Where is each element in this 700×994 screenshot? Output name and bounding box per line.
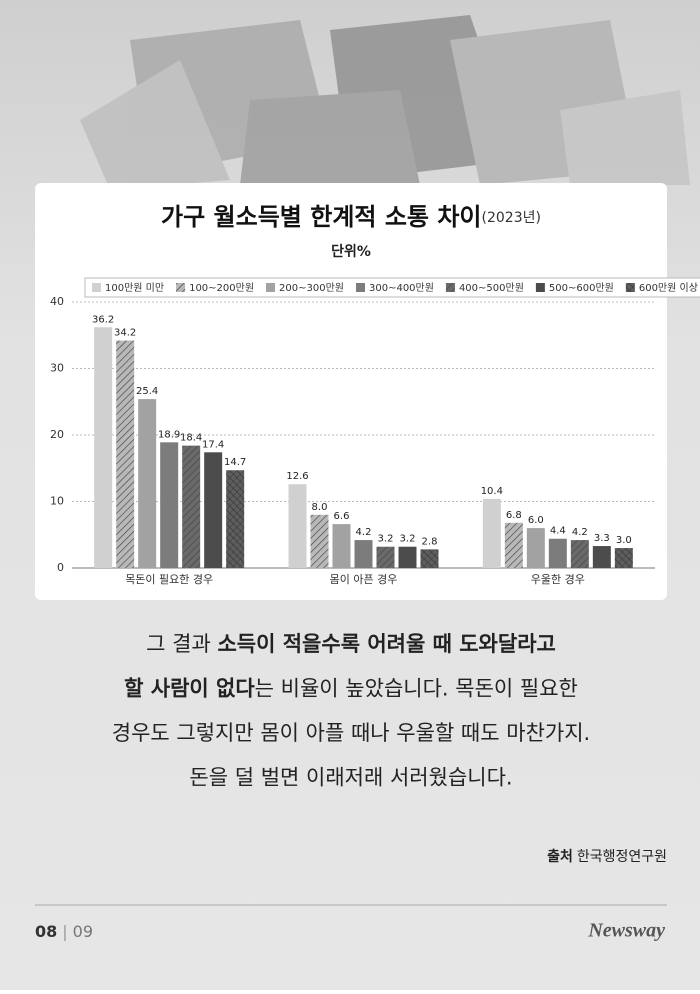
bar <box>288 484 307 568</box>
legend-label: 300~400만원 <box>369 282 434 294</box>
value-label: 3.0 <box>616 535 632 546</box>
bar <box>398 546 417 568</box>
legend-swatch <box>92 283 101 292</box>
page-separator: | <box>62 922 67 941</box>
bar <box>116 340 135 568</box>
body-span: 경우도 그렇지만 몸이 아플 때나 우울할 때도 마찬가지. <box>112 721 590 745</box>
title-main: 가구 월소득별 한계적 소통 차이 <box>161 203 481 231</box>
body-span: 그 결과 <box>146 632 217 656</box>
bar <box>332 524 351 568</box>
bar <box>504 522 523 568</box>
bar <box>94 327 113 568</box>
value-label: 4.2 <box>356 527 372 538</box>
plot: 0 10 20 30 40 100만원 미만 100~200만원 200~300만원 300~4… <box>50 277 700 586</box>
body-bold: 소득이 적을수록 어려울 때 도와달라고 <box>217 632 555 656</box>
legend-swatch <box>176 283 186 292</box>
bar <box>614 548 633 568</box>
legend-box <box>84 277 700 298</box>
bar <box>226 470 245 568</box>
title-note: (2023년) <box>482 210 541 226</box>
legend-swatch <box>355 283 365 292</box>
value-label: 10.4 <box>481 486 503 497</box>
legend-label: 600만원 이상 <box>639 282 698 294</box>
brand-logo: Newsway <box>587 920 665 942</box>
legend-swatch <box>445 283 455 292</box>
value-label: 14.7 <box>224 457 246 468</box>
bar <box>420 549 439 568</box>
bar <box>138 399 157 568</box>
legend-label: 500~600만원 <box>549 282 614 294</box>
value-label: 4.4 <box>550 526 566 537</box>
bar <box>354 540 373 568</box>
page-current: 08 <box>35 922 57 941</box>
bar <box>204 452 223 568</box>
legend-swatch <box>535 283 545 292</box>
value-label: 36.2 <box>92 314 114 325</box>
y-tick-label: 40 <box>50 295 64 308</box>
legend-label: 200~300만원 <box>279 282 344 294</box>
body-line: 돈을 덜 벌면 이래저래 서러웠습니다. <box>189 766 512 790</box>
body-span: 는 비율이 높았습니다. 목돈이 필요한 <box>255 677 578 701</box>
legend: 100만원 미만 100~200만원 200~300만원 300~400만원 400~5… <box>84 277 700 298</box>
x-tick-label: 몸이 아픈 경우 <box>330 573 398 586</box>
body-line: 그 결과 소득이 적을수록 어려울 때 도와달라고 <box>146 632 556 656</box>
value-label: 6.0 <box>528 515 544 526</box>
value-label: 8.0 <box>312 502 328 513</box>
legend-label: 100만원 미만 <box>105 282 164 294</box>
legend-swatch <box>266 283 276 292</box>
bar <box>592 546 611 568</box>
body-line: 할 사람이 없다는 비율이 높았습니다. 목돈이 필요한 <box>124 677 578 701</box>
body-bold: 할 사람이 없다 <box>124 677 255 701</box>
x-tick-label: 목돈이 필요한 경우 <box>125 573 213 586</box>
bar <box>570 540 589 568</box>
legend-swatch <box>625 283 635 292</box>
bar <box>526 528 545 568</box>
y-tick-label: 0 <box>57 561 64 574</box>
bar <box>376 546 395 568</box>
value-label: 18.9 <box>158 429 180 440</box>
value-label: 34.2 <box>114 328 136 339</box>
chart-title: 가구 월소득별 한계적 소통 차이(2023년) <box>161 203 541 231</box>
source-text: 한국행정연구원 <box>577 849 667 865</box>
value-label: 18.4 <box>180 433 202 444</box>
y-tick-label: 20 <box>50 428 64 441</box>
source-label: 출처 <box>547 848 573 865</box>
value-label: 3.3 <box>594 533 610 544</box>
chart-subtitle: 단위% <box>331 243 371 260</box>
page-total: 09 <box>73 922 93 941</box>
money-photo <box>80 15 690 190</box>
value-label: 3.2 <box>378 534 394 545</box>
bar <box>482 498 501 568</box>
value-label: 17.4 <box>202 439 224 450</box>
page-indicator: 08 | 09 <box>35 922 93 941</box>
value-label: 4.2 <box>572 527 588 538</box>
bar <box>548 538 567 568</box>
bar <box>310 514 329 568</box>
legend-label: 100~200만원 <box>189 282 254 294</box>
source: 출처 한국행정연구원 <box>547 848 667 865</box>
body-line: 경우도 그렇지만 몸이 아플 때나 우울할 때도 마찬가지. <box>112 721 590 745</box>
y-tick-label: 10 <box>50 495 64 508</box>
value-label: 2.8 <box>422 536 438 547</box>
y-tick-label: 30 <box>50 362 64 375</box>
value-label: 3.2 <box>400 534 416 545</box>
body-span: 돈을 덜 벌면 이래저래 서러웠습니다. <box>189 766 512 790</box>
bar <box>160 442 179 568</box>
x-tick-label: 우울한 경우 <box>531 573 585 586</box>
legend-label: 400~500만원 <box>459 282 524 294</box>
value-label: 25.4 <box>136 386 158 397</box>
value-label: 12.6 <box>286 471 308 482</box>
value-label: 6.8 <box>506 510 522 521</box>
value-label: 6.6 <box>334 511 350 522</box>
bar <box>182 445 201 568</box>
